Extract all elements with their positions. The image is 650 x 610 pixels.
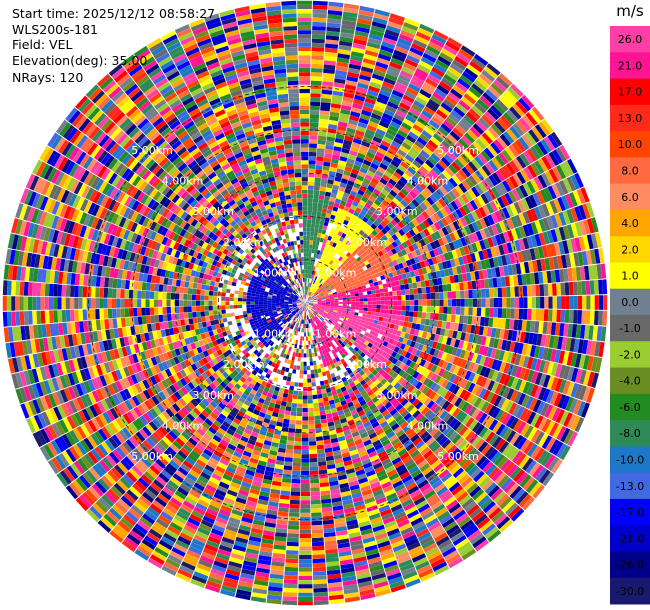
colorbar-swatch (610, 262, 650, 290)
colorbar-swatch (610, 104, 650, 132)
field-label: Field: VEL (12, 37, 73, 52)
range-ring-label: 2.00km (223, 236, 265, 249)
colorbar-swatch (610, 209, 650, 237)
colorbar-tick: -1.0 (619, 322, 640, 335)
range-ring (218, 216, 392, 390)
colorbar-swatch (610, 525, 650, 552)
colorbar-swatch (610, 472, 650, 500)
colorbar-swatch (610, 393, 650, 421)
colorbar-swatch (610, 78, 650, 106)
range-ring-label: 3.00km (376, 205, 418, 218)
colorbar-swatch (610, 236, 650, 263)
range-ring-label: 5.00km (437, 144, 479, 157)
range-ring-label: 5.00km (437, 450, 479, 463)
colorbar-tick: 13.0 (618, 112, 643, 125)
colorbar-tick: -26.0 (616, 559, 644, 572)
colorbar-tick: 21.0 (618, 59, 643, 72)
range-ring-label: 4.00km (407, 419, 449, 432)
range-ring-label: 3.00km (192, 389, 234, 402)
colorbar-swatch (610, 315, 650, 342)
colorbar-tick: 2.0 (621, 243, 639, 256)
range-ring-label: 4.00km (162, 175, 204, 188)
colorbar-tick: 4.0 (621, 217, 639, 230)
range-ring-label: 3.00km (376, 389, 418, 402)
range-ring (261, 259, 349, 347)
range-ring-label: 4.00km (162, 419, 204, 432)
instrument-label: WLS200s-181 (12, 22, 98, 37)
colorbar-swatch (610, 26, 650, 53)
range-rings (88, 86, 522, 520)
range-ring (174, 172, 436, 434)
range-ring-label: 3.00km (192, 205, 234, 218)
colorbar-tick: -8.0 (619, 427, 640, 440)
range-ring-label: 5.00km (131, 450, 173, 463)
start-time-label: Start time: 2025/12/12 08:58:27 (12, 6, 216, 21)
range-ring (131, 129, 479, 477)
colorbar-tick: -30.0 (616, 585, 644, 598)
colorbar-tick: 10.0 (618, 138, 643, 151)
colorbar-swatch (610, 498, 650, 526)
range-ring-label: 1.00km (315, 328, 357, 341)
colorbar-swatch (610, 131, 650, 158)
range-ring-label: 1.00km (254, 328, 296, 341)
colorbar-swatch (610, 551, 650, 579)
colorbar-swatch (610, 577, 650, 605)
radar-gate-group (7, 1, 603, 601)
nrays-label: NRays: 120 (12, 70, 84, 85)
colorbar-swatch (610, 420, 650, 447)
colorbar-swatch (610, 52, 650, 80)
range-ring-label: 1.00km (254, 266, 296, 279)
range-ring-label: 2.00km (345, 358, 387, 371)
colorbar-tick: -6.0 (619, 401, 640, 414)
range-ring-labels: 1.00km 1.00km 1.00km 1.00km 2.00km 2.00km 2.00… (131, 144, 479, 463)
range-ring-label: 2.00km (223, 358, 265, 371)
colorbar-swatch (610, 446, 650, 474)
radar-gate-group (5, 9, 599, 595)
radar-gates (2, 0, 608, 606)
ppi-plot: 1.00km 1.00km 1.00km 1.00km 2.00km 2.00km 2.00… (2, 0, 608, 606)
range-ring-label: 5.00km (131, 144, 173, 157)
radar-gate-group (11, 5, 604, 606)
colorbar: 26.0 21.0 17.0 13.0 10.0 8.0 6.0 4.0 2.0 1.0 0.0 -1… (610, 26, 650, 605)
elevation-label: Elevation(deg): 35.00 (12, 53, 148, 68)
colorbar-tick: -10.0 (616, 454, 644, 467)
colorbar-swatch (610, 157, 650, 185)
colorbar-tick: -4.0 (619, 375, 640, 388)
colorbar-tick: 1.0 (621, 270, 639, 283)
colorbar-tick: 6.0 (621, 191, 639, 204)
colorbar-tick: -2.0 (619, 348, 640, 361)
colorbar-swatch (610, 341, 650, 369)
colorbar-tick: 26.0 (618, 33, 643, 46)
colorbar-tick: -17.0 (616, 506, 644, 519)
colorbar-tick: -13.0 (616, 480, 644, 493)
range-ring-label: 1.00km (315, 266, 357, 279)
colorbar-swatch (610, 367, 650, 395)
colorbar-tick: 0.0 (621, 296, 639, 309)
colorbar-tick: -21.0 (616, 532, 644, 545)
range-ring-label: 2.00km (345, 236, 387, 249)
radar-gate-group (12, 5, 605, 606)
radar-gate-group (2, 17, 600, 584)
radar-gate-group (11, 10, 607, 601)
colorbar-tick: 8.0 (621, 165, 639, 178)
colorbar-unit: m/s (616, 2, 644, 20)
radar-gate-group (11, 5, 608, 596)
range-ring (88, 86, 522, 520)
range-ring-label: 4.00km (407, 175, 449, 188)
colorbar-tick: 17.0 (618, 86, 643, 99)
colorbar-swatch (610, 183, 650, 211)
radar-gate-group (20, 14, 591, 597)
colorbar-swatch (610, 288, 650, 316)
